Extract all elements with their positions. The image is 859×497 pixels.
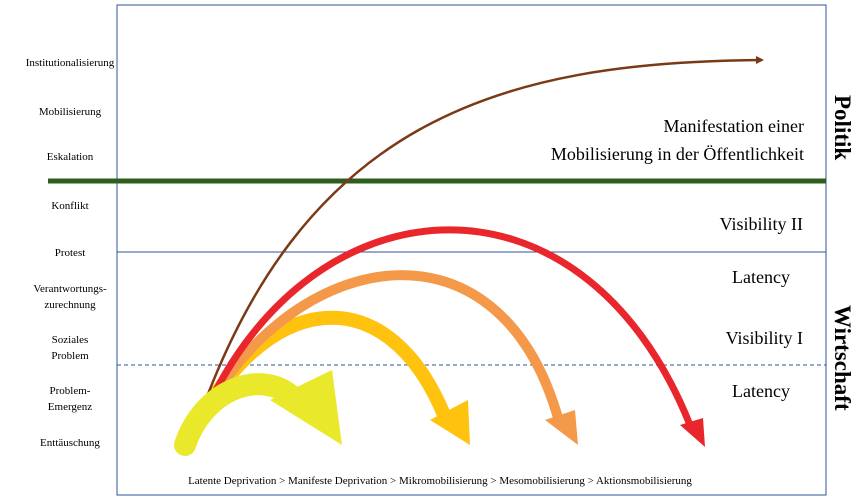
level-label: Mobilisierung — [39, 106, 102, 118]
orange-arrow — [190, 270, 565, 435]
level-label: Problem- — [50, 385, 91, 397]
orange-arrow-head — [545, 410, 578, 445]
level-label: Soziales — [52, 334, 89, 346]
region-label: Mobilisierung in der Öffentlichkeit — [551, 144, 804, 164]
level-label: Verantwortungs- — [33, 283, 107, 295]
level-label: Institutionalisierung — [26, 57, 115, 69]
level-label: zurechnung — [44, 299, 96, 311]
yellow-arrow — [174, 373, 311, 456]
region-label: Visibility II — [720, 214, 803, 234]
yellow-arrow-head — [270, 370, 342, 445]
brown-arrow — [193, 56, 764, 431]
red-arrow-head — [680, 418, 705, 447]
level-label: Protest — [55, 247, 86, 259]
level-label: Konflikt — [51, 200, 88, 212]
region-label: Latency — [732, 267, 790, 287]
level-label: Problem — [51, 350, 89, 362]
level-label: Enttäuschung — [40, 437, 100, 449]
level-label: Eskalation — [47, 151, 94, 163]
red-arrow — [196, 226, 694, 427]
frame — [116, 4, 827, 496]
gold-arrow-head — [430, 400, 470, 445]
side-label: Wirtschaft — [830, 305, 855, 411]
region-label: Visibility I — [726, 328, 803, 348]
side-label: Politik — [830, 95, 855, 160]
x-caption: Latente Deprivation > Manifeste Deprivat… — [188, 475, 692, 487]
region-label: Manifestation einer — [664, 116, 804, 136]
region-label: Latency — [732, 381, 790, 401]
level-label: Emergenz — [48, 401, 93, 413]
